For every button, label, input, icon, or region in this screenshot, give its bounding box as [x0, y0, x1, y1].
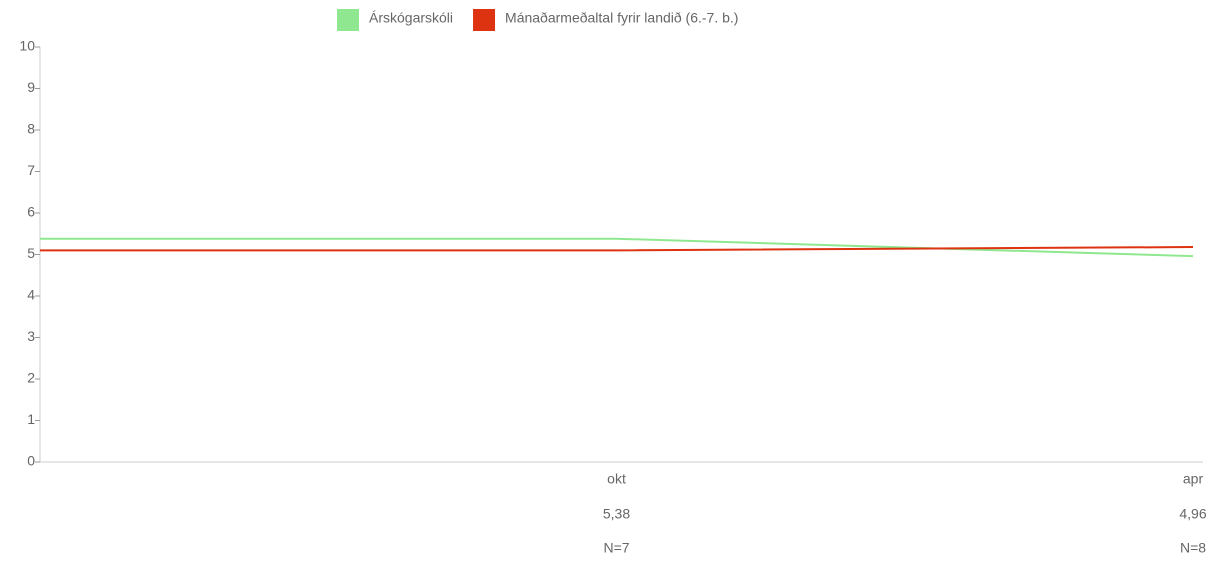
legend-label: Mánaðarmeðaltal fyrir landið (6.-7. b.)	[505, 10, 738, 26]
legend-swatch	[337, 9, 359, 31]
series-line	[40, 246, 1194, 252]
y-tick-label: 0	[27, 453, 35, 469]
x-tick-label: okt	[607, 471, 626, 487]
y-tick-label: 8	[27, 121, 35, 137]
y-tick-label: 4	[27, 287, 35, 303]
y-tick-label: 7	[27, 162, 35, 178]
legend-swatch	[473, 9, 496, 31]
y-tick-label: 9	[27, 79, 35, 95]
y-tick-label: 10	[19, 38, 35, 54]
y-tick-label: 6	[27, 204, 35, 220]
y-tick-label: 3	[27, 328, 35, 344]
y-tick-label: 2	[27, 370, 35, 386]
legend-label: Árskógarskóli	[369, 10, 453, 26]
n-label: N=8	[1180, 540, 1206, 556]
value-label: 5,38	[603, 506, 630, 522]
value-label: 4,96	[1179, 506, 1206, 522]
series-line	[40, 237, 1194, 258]
y-tick-label: 1	[27, 411, 35, 427]
x-tick-label: apr	[1183, 471, 1204, 487]
n-label: N=7	[603, 540, 629, 556]
y-tick-label: 5	[27, 245, 35, 261]
